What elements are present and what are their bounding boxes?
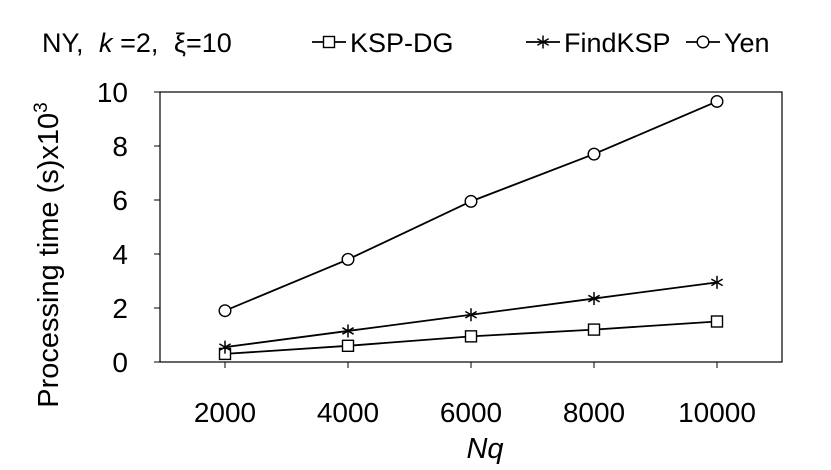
legend: KSP-DG FindKSP Yen [312,28,770,58]
data-point-findksp [710,275,724,289]
y-tick-label: 2 [112,293,128,324]
series-findksp [218,275,724,354]
legend-marker-yen [696,35,710,49]
x-axis-label: Nq [466,433,503,465]
title-xi: ξ=10 [174,28,232,58]
legend-label: FindKSP [564,28,671,58]
legend-label: Yen [724,28,770,58]
y-tick-label: 0 [112,347,128,378]
x-axis: 2000 4000 6000 8000 10000 [194,362,756,428]
y-tick-label: 4 [112,239,128,270]
legend-item-yen: Yen [686,28,770,58]
data-point-findksp [341,324,355,338]
data-point-findksp [587,292,601,306]
x-tick-label: 2000 [194,397,256,428]
legend-marker-ksp-dg [322,35,336,49]
y-axis-label-exponent: 3 [31,102,52,113]
legend-item-findksp: FindKSP [526,28,671,58]
data-point-ksp-dg [587,323,601,336]
plot-area [159,91,783,363]
chart-title: NY, k =2, ξ=10 [42,28,232,58]
legend-marker-findksp [536,35,550,49]
data-point-ksp-dg [710,315,724,328]
x-tick-label: 6000 [440,397,502,428]
data-point-yen [710,94,724,108]
x-tick-label: 8000 [563,397,625,428]
data-point-ksp-dg [341,339,355,352]
data-point-findksp [464,308,478,322]
legend-item-ksp-dg: KSP-DG [312,28,454,58]
x-tick-label: 10000 [678,397,756,428]
data-point-yen [464,194,478,208]
y-tick-label: 6 [112,185,128,216]
data-point-yen [341,252,355,266]
y-axis: 0 2 4 6 8 10 [97,77,160,378]
series-ksp-dg [218,315,724,361]
data-point-yen [218,304,232,318]
data-point-findksp [218,340,232,354]
title-prefix: NY, [42,28,84,58]
y-axis-label: Processing time (s)x103 [31,102,65,408]
series-yen [218,94,724,318]
title-k-symbol: k [99,28,114,58]
y-tick-label: 8 [112,131,128,162]
y-axis-label-base: Processing time (s)x10 [33,113,65,408]
legend-label: KSP-DG [350,28,454,58]
y-tick-label: 10 [97,77,128,108]
title-k-value: =2, [120,28,158,58]
series-layer [218,94,724,361]
data-point-ksp-dg [464,330,478,343]
data-point-yen [587,147,601,161]
x-tick-label: 4000 [317,397,379,428]
